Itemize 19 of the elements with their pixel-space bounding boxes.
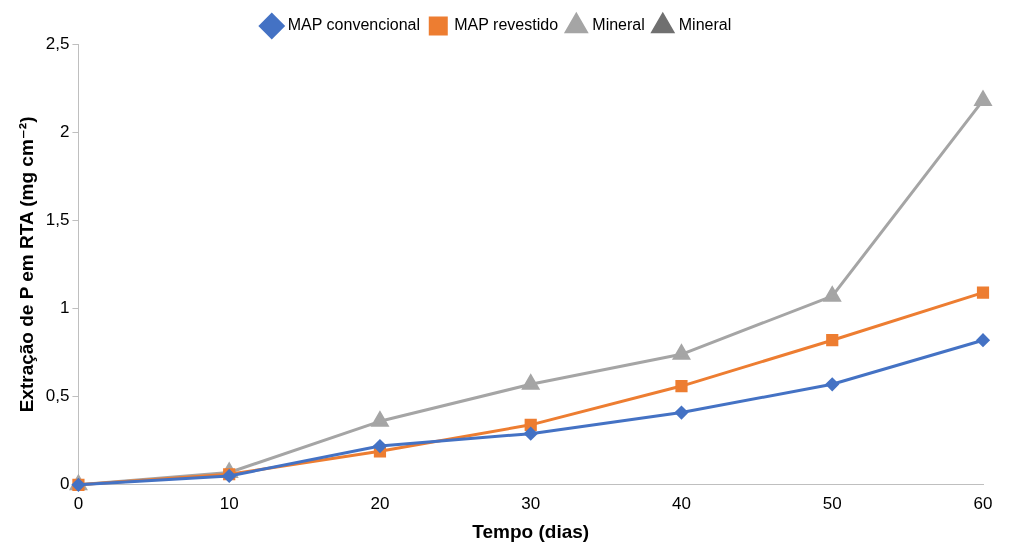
- y-tick-label: 2,5: [45, 33, 70, 53]
- x-tick-label: 30: [521, 493, 541, 513]
- y-tick-label: 0: [59, 474, 70, 494]
- x-axis-title: Tempo (dias): [472, 520, 590, 542]
- x-tick-label: 40: [672, 493, 691, 513]
- x-tick-label: 0: [73, 493, 84, 513]
- x-tick-label: 20: [370, 493, 390, 513]
- legend-label: Mineral: [678, 16, 732, 34]
- x-tick-label: 10: [219, 493, 239, 513]
- y-axis-title: Extração de P em RTA (mg cm⁻²): [15, 116, 37, 413]
- x-tick-label: 50: [822, 493, 842, 513]
- y-tick-label: 0,5: [45, 386, 70, 406]
- legend-label: MAP revestido: [454, 16, 559, 34]
- y-tick-label: 1,5: [45, 210, 70, 230]
- x-tick-label: 60: [973, 493, 993, 513]
- y-tick-label: 2: [59, 121, 70, 141]
- legend-label: MAP convencional: [287, 16, 420, 34]
- legend-label: Mineral: [592, 16, 645, 34]
- y-tick-label: 1: [59, 298, 70, 318]
